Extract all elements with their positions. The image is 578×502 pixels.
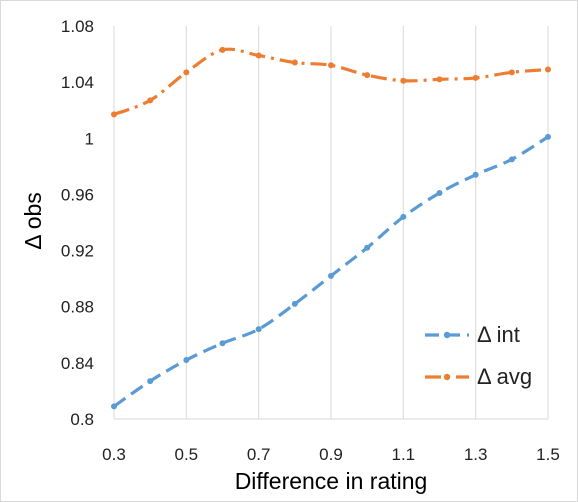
legend-marker-int [443,331,451,339]
data-point [364,244,371,251]
data-point [364,72,371,79]
data-point [545,133,551,140]
y-tick-label: 0.96 [61,185,94,204]
data-point [183,69,190,76]
y-tick-label: 0.8 [70,410,94,429]
y-tick-label: 1.08 [61,17,94,36]
y-axis-ticks: 0.8 0.84 0.88 0.92 0.96 1 1.04 1.08 [61,17,94,429]
legend-label-int: Δ int [477,322,520,347]
data-point [400,213,407,220]
y-tick-label: 0.92 [61,242,94,261]
data-point [219,46,226,53]
y-tick-label: 1 [85,129,94,148]
y-tick-label: 0.84 [61,354,94,373]
x-tick-label: 1.1 [392,445,416,464]
legend: Δ int Δ avg [425,322,532,389]
data-point [147,97,154,104]
data-point [508,156,515,163]
x-tick-label: 1.5 [536,445,560,464]
data-point [255,52,262,59]
data-point [328,62,334,69]
x-tick-label: 0.5 [175,445,199,464]
data-point [545,66,551,73]
data-point [472,74,479,81]
data-point [472,171,479,178]
legend-item-int: Δ int [425,322,520,347]
data-point [183,357,190,364]
data-point [255,326,262,333]
x-tick-label: 0.3 [102,445,126,464]
grid-lines [113,26,549,420]
data-point [436,190,443,197]
data-point [436,76,443,83]
legend-label-avg: Δ avg [477,364,532,389]
series-group [111,46,551,410]
data-point [111,403,117,410]
y-axis-title: Δ obs [20,192,46,250]
x-axis-title: Difference in rating [235,468,428,494]
data-point [219,340,226,347]
x-tick-label: 0.9 [319,445,343,464]
y-tick-label: 1.04 [61,73,94,92]
legend-item-avg: Δ avg [425,364,532,389]
y-tick-label: 0.88 [61,298,94,317]
data-point [328,272,334,279]
legend-marker-avg [443,373,451,381]
data-point [508,69,515,76]
data-point [291,59,298,66]
data-point [400,77,407,84]
x-tick-label: 1.3 [464,445,488,464]
x-tick-label: 0.7 [247,445,271,464]
x-axis-ticks: 0.3 0.5 0.7 0.9 1.1 1.3 1.5 [102,445,560,464]
data-point [111,111,117,118]
data-point [291,300,298,307]
data-point [147,378,154,385]
